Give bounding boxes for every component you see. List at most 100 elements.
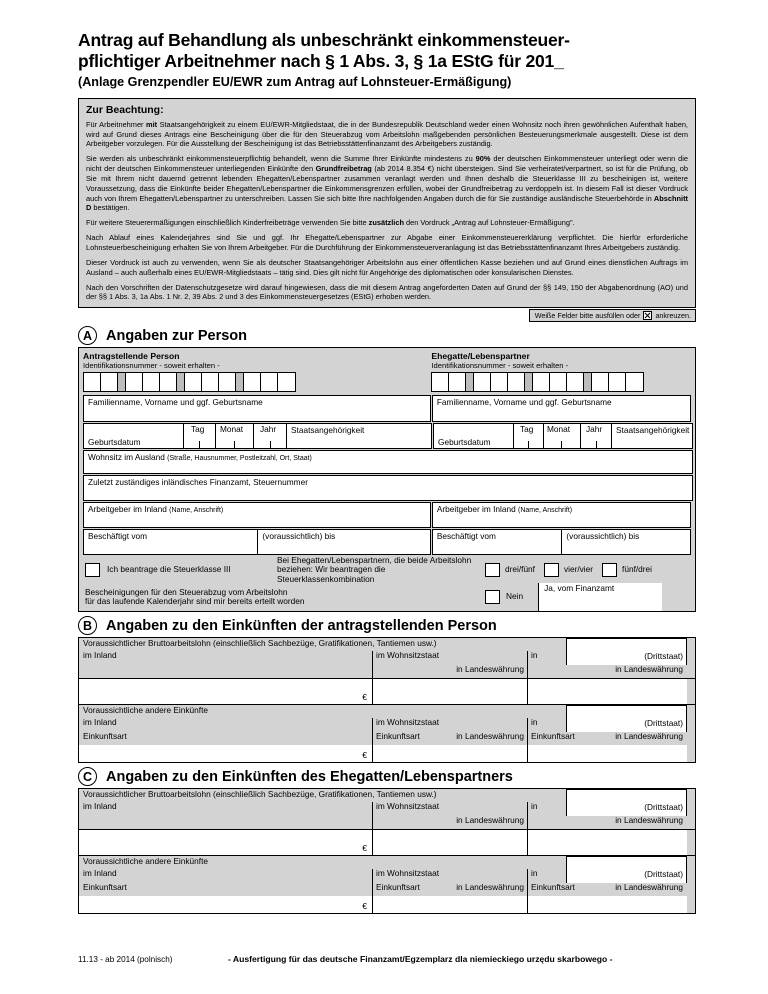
cert-nein-checkbox[interactable] (485, 590, 500, 605)
id-separator (235, 373, 244, 392)
b-income-type-3: Einkunftsart (531, 731, 575, 742)
employed-from-label: Beschäftigt vom (88, 531, 148, 542)
notice-heading: Zur Beachtung: (86, 103, 164, 116)
notice-paragraph-5: Dieser Vordruck ist auch zu verwenden, w… (86, 257, 688, 277)
id-digit[interactable] (626, 373, 644, 392)
id-digit[interactable] (491, 373, 509, 392)
c-gross-country-input[interactable] (566, 789, 687, 803)
combo-fuenf-drei-checkbox[interactable] (602, 563, 618, 578)
spouse-birth-day[interactable]: Tag (513, 423, 543, 450)
c-other-inland-input[interactable]: € (79, 896, 372, 914)
spouse-employed-to[interactable]: (voraussichtlich) bis (561, 529, 691, 556)
b-gross-subcol-row: in Landeswährung (Drittstaat) in Landesw… (79, 652, 695, 679)
b-gross-country-input-2[interactable] (566, 651, 687, 666)
c-income-type-3: Einkunftsart (531, 882, 575, 893)
combo-drei-fuenf-checkbox[interactable] (485, 563, 500, 578)
id-digit[interactable] (449, 373, 467, 392)
id-digit[interactable] (474, 373, 492, 392)
c-other-country-input-2[interactable] (566, 869, 687, 884)
footer-version: 11.13 - ab 2014 (polnisch) (78, 955, 173, 964)
id-digit[interactable] (533, 373, 551, 392)
id-digit[interactable] (592, 373, 610, 392)
fill-hint-box: Weiße Felder bitte ausfüllen oder ankreu… (528, 309, 696, 323)
section-c-letter: C (78, 767, 97, 787)
b-other-inland-input[interactable]: € (79, 745, 372, 763)
cert-line-1: Bescheinigungen für den Steuerabzug vom … (85, 586, 288, 597)
c-other-thirdstate-input[interactable] (527, 896, 687, 914)
c-gross-inland-input[interactable]: € (79, 830, 372, 856)
section-b-header: B Angaben zu den Einkünften der antragst… (78, 616, 696, 636)
c-col-inland: im Inland (83, 801, 117, 812)
spouse-employer-field[interactable]: Arbeitgeber im Inland (Name, Anschrift) (431, 502, 691, 529)
spouse-name-field[interactable]: Familienname, Vorname und ggf. Geburtsna… (431, 395, 691, 423)
c-gross-thirdstate-input[interactable] (527, 830, 687, 856)
taxclass-3-checkbox[interactable] (85, 563, 100, 578)
spouse-nationality-field[interactable]: Staatsangehörigkeit (611, 423, 693, 450)
spouse-id-input[interactable] (431, 372, 645, 393)
taxclass-row: Ich beantrage die Steuerklasse III Bei E… (83, 555, 691, 584)
b-other-residence-input[interactable] (372, 745, 527, 763)
b-other-country-input[interactable] (566, 705, 687, 719)
b-other-country-input-2[interactable] (566, 718, 687, 733)
spouse-employed-from[interactable]: Beschäftigt vom (431, 529, 562, 556)
id-digit[interactable] (125, 373, 143, 392)
employer-row: Arbeitgeber im Inland (Name, Anschrift) … (83, 502, 691, 529)
notice-paragraph-1: Für Arbeitnehmer mit Staatsangehörigkeit… (86, 119, 688, 149)
b-gross-thirdstate-input[interactable] (527, 679, 687, 705)
id-digit[interactable] (508, 373, 526, 392)
id-digit[interactable] (142, 373, 160, 392)
id-digit[interactable] (609, 373, 627, 392)
section-b-title: Angaben zu den Einkünften der antragstel… (106, 617, 497, 634)
b-other-col-residence: im Wohnsitzstaat (376, 717, 440, 728)
c-other-country-input[interactable] (566, 856, 687, 870)
last-taxoffice-field[interactable]: Zuletzt zuständiges inländisches Finanza… (83, 475, 693, 502)
applicant-birth-day[interactable]: Tag (183, 423, 215, 450)
c-gross-header-label: Voraussichtlicher Bruttoarbeitslohn (ein… (83, 789, 437, 800)
id-digit[interactable] (260, 373, 278, 392)
id-digit[interactable] (567, 373, 585, 392)
b-col-in: in (531, 650, 538, 661)
b-gross-inland-input[interactable]: € (79, 679, 372, 705)
id-digit[interactable] (159, 373, 177, 392)
cert-line-2: für das laufende Kalenderjahr sind mir b… (85, 596, 305, 607)
fill-hint-label: Weiße Felder bitte ausfüllen oder (534, 311, 641, 321)
spouse-birth-year[interactable]: Jahr (580, 423, 611, 450)
id-digit[interactable] (184, 373, 202, 392)
c-gross-country-input-2[interactable] (566, 802, 687, 817)
fill-hint-suffix: ankreuzen. (655, 311, 691, 321)
spouse-employer-label: Arbeitgeber im Inland (Name, Anschrift) (436, 504, 573, 515)
c-other-residence-input[interactable] (372, 896, 527, 914)
id-digit[interactable] (243, 373, 261, 392)
b-local-currency-3: in Landeswährung (456, 731, 524, 742)
id-digit[interactable] (84, 373, 102, 392)
b-gross-country-input[interactable] (566, 638, 687, 652)
id-digit[interactable] (432, 373, 450, 392)
id-digit[interactable] (550, 373, 568, 392)
id-digit[interactable] (277, 373, 295, 392)
c-other-header-label: Voraussichtliche andere Einkünfte (83, 856, 208, 867)
spouse-birth-month[interactable]: Monat (543, 423, 580, 450)
id-digit[interactable] (218, 373, 236, 392)
cert-yes-taxoffice-field[interactable]: Ja, vom Finanzamt (538, 583, 663, 612)
applicant-birthdate-label-cell: Geburtsdatum (83, 423, 183, 450)
applicant-id-input[interactable] (83, 372, 296, 393)
applicant-employed-from[interactable]: Beschäftigt vom (83, 529, 258, 556)
address-abroad-field[interactable]: Wohnsitz im Ausland (Straße, Hausnummer,… (83, 450, 693, 475)
applicant-employer-field[interactable]: Arbeitgeber im Inland (Name, Anschrift) (83, 502, 431, 529)
applicant-birth-year[interactable]: Jahr (253, 423, 286, 450)
employment-period-row: Beschäftigt vom (voraussichtlich) bis Be… (83, 529, 691, 556)
c-col-in: in (531, 801, 538, 812)
page-title: Antrag auf Behandlung als unbeschränkt e… (78, 30, 696, 89)
id-digit[interactable] (201, 373, 219, 392)
c-gross-residence-input[interactable] (372, 830, 527, 856)
applicant-name-field[interactable]: Familienname, Vorname und ggf. Geburtsna… (83, 395, 431, 423)
combo-vier-vier-checkbox[interactable] (543, 563, 559, 578)
applicant-nationality-field[interactable]: Staatsangehörigkeit (286, 423, 432, 450)
b-gross-residence-input[interactable] (372, 679, 527, 705)
id-separator (466, 373, 475, 392)
applicant-employed-to[interactable]: (voraussichtlich) bis (257, 529, 431, 556)
spouse-id-label: Identifikationsnummer - soweit erhalten … (431, 361, 569, 371)
applicant-birth-month[interactable]: Monat (215, 423, 253, 450)
b-other-thirdstate-input[interactable] (527, 745, 687, 763)
id-digit[interactable] (101, 373, 119, 392)
